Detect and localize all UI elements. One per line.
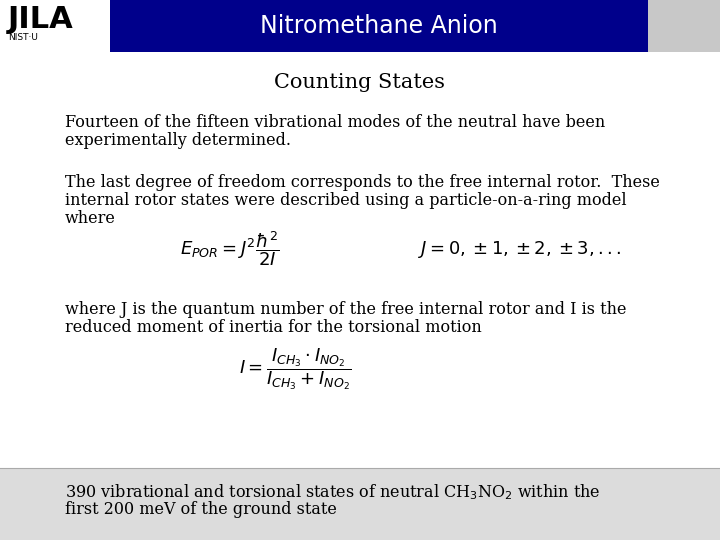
Bar [0,468,720,540]
Text: where: where [65,210,116,227]
Bar [110,0,648,52]
Text: The last degree of freedom corresponds to the free internal rotor.  These: The last degree of freedom corresponds t… [65,174,660,191]
Text: NIST·U: NIST·U [8,33,38,43]
Text: JILA: JILA [8,5,73,35]
Text: $I = \dfrac{I_{CH_3} \cdot I_{NO_2}}{I_{CH_3} + I_{NO_2}}$: $I = \dfrac{I_{CH_3} \cdot I_{NO_2}}{I_{… [238,346,351,392]
Text: Counting States: Counting States [274,72,446,91]
Text: Nitromethane Anion: Nitromethane Anion [260,14,498,38]
Bar [0,0,110,52]
Text: $J = 0, \pm 1, \pm 2, \pm 3,...$: $J = 0, \pm 1, \pm 2, \pm 3,...$ [418,239,622,260]
Text: Fourteen of the fifteen vibrational modes of the neutral have been: Fourteen of the fifteen vibrational mode… [65,114,606,131]
Text: where J is the quantum number of the free internal rotor and I is the: where J is the quantum number of the fre… [65,301,626,318]
Text: internal rotor states were described using a particle-on-a-ring model: internal rotor states were described usi… [65,192,626,209]
Bar [648,0,720,52]
Text: $E_{POR} = J^2\dfrac{\hbar^2}{2I}$: $E_{POR} = J^2\dfrac{\hbar^2}{2I}$ [180,230,280,268]
Text: experimentally determined.: experimentally determined. [65,132,291,149]
Text: reduced moment of inertia for the torsional motion: reduced moment of inertia for the torsio… [65,319,482,336]
Text: 390 vibrational and torsional states of neutral CH$_3$NO$_2$ within the: 390 vibrational and torsional states of … [65,482,600,502]
Text: first 200 meV of the ground state: first 200 meV of the ground state [65,501,337,518]
